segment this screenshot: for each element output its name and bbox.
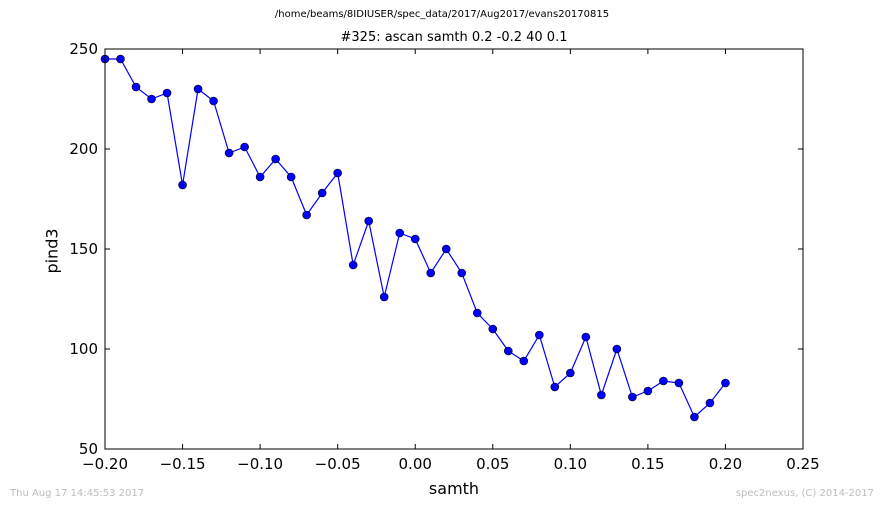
- data-point: [131, 82, 141, 92]
- data-point: [240, 142, 249, 152]
- x-tick-label: 0.05: [476, 455, 509, 473]
- x-tick-label: −0.10: [237, 455, 283, 473]
- y-tick-label: 200: [69, 140, 98, 158]
- data-point: [116, 54, 125, 64]
- data-point: [581, 332, 591, 342]
- data-point: [659, 376, 668, 386]
- data-point: [612, 344, 622, 354]
- x-tick-label: 0.25: [786, 455, 819, 473]
- data-point: [550, 382, 560, 392]
- data-point: [643, 386, 653, 396]
- data-point: [302, 210, 311, 220]
- series-layer: [100, 54, 730, 422]
- data-point: [705, 398, 715, 408]
- data-point: [209, 96, 218, 106]
- data-point: [410, 234, 420, 244]
- data-point: [255, 172, 265, 182]
- x-tick-label: 0.10: [554, 455, 587, 473]
- data-point: [674, 378, 684, 388]
- x-tick-label: 0.20: [709, 455, 742, 473]
- x-tick-label: 0.15: [631, 455, 664, 473]
- ticks-layer: −0.20 −0.15 −0.10 −0.05 0.00 0.05 0.10 0.15 0.20…: [69, 40, 819, 473]
- chart-title: #325: ascan samth 0.2 -0.2 40 0.1: [340, 30, 568, 45]
- y-axis-label: pind3: [42, 228, 62, 274]
- plot-frame: [104, 48, 804, 450]
- data-point: [286, 172, 296, 182]
- figure-suptitle: /home/beams/8IDIUSER/spec_data/2017/Aug2…: [274, 9, 610, 20]
- y-tick-label: 250: [69, 40, 98, 58]
- y-tick-label: 150: [69, 240, 98, 258]
- data-point: [317, 188, 327, 198]
- x-tick-label: −0.05: [315, 455, 361, 473]
- data-point: [271, 154, 280, 164]
- data-point: [566, 368, 575, 378]
- data-point: [395, 228, 405, 238]
- x-tick-label: −0.15: [160, 455, 206, 473]
- data-point: [193, 84, 203, 94]
- data-point: [379, 292, 389, 302]
- x-axis-label: samth: [428, 479, 480, 498]
- footer-credit: spec2nexus, (C) 2014-2017: [735, 488, 874, 499]
- x-tick-label: 0.00: [399, 455, 432, 473]
- footer-timestamp: Thu Aug 17 14:45:53 2017: [10, 488, 145, 499]
- data-point: [628, 392, 637, 402]
- data-point: [333, 168, 342, 178]
- data-point: [721, 378, 730, 388]
- data-point: [348, 260, 358, 270]
- x-tick-label: −0.20: [82, 455, 128, 473]
- data-point: [535, 330, 544, 340]
- y-tick-label: 50: [79, 440, 98, 458]
- data-point: [147, 94, 156, 104]
- data-point: [224, 148, 234, 158]
- data-point: [503, 346, 513, 356]
- data-point: [426, 268, 436, 278]
- data-point: [690, 412, 699, 422]
- data-point: [488, 324, 498, 334]
- data-point: [457, 268, 467, 278]
- data-point: [178, 180, 187, 190]
- data-point: [441, 244, 451, 254]
- data-point: [597, 390, 606, 400]
- data-point: [519, 356, 529, 366]
- y-tick-label: 100: [69, 340, 98, 358]
- data-point: [472, 308, 482, 318]
- data-point: [162, 88, 172, 98]
- data-point: [364, 216, 373, 226]
